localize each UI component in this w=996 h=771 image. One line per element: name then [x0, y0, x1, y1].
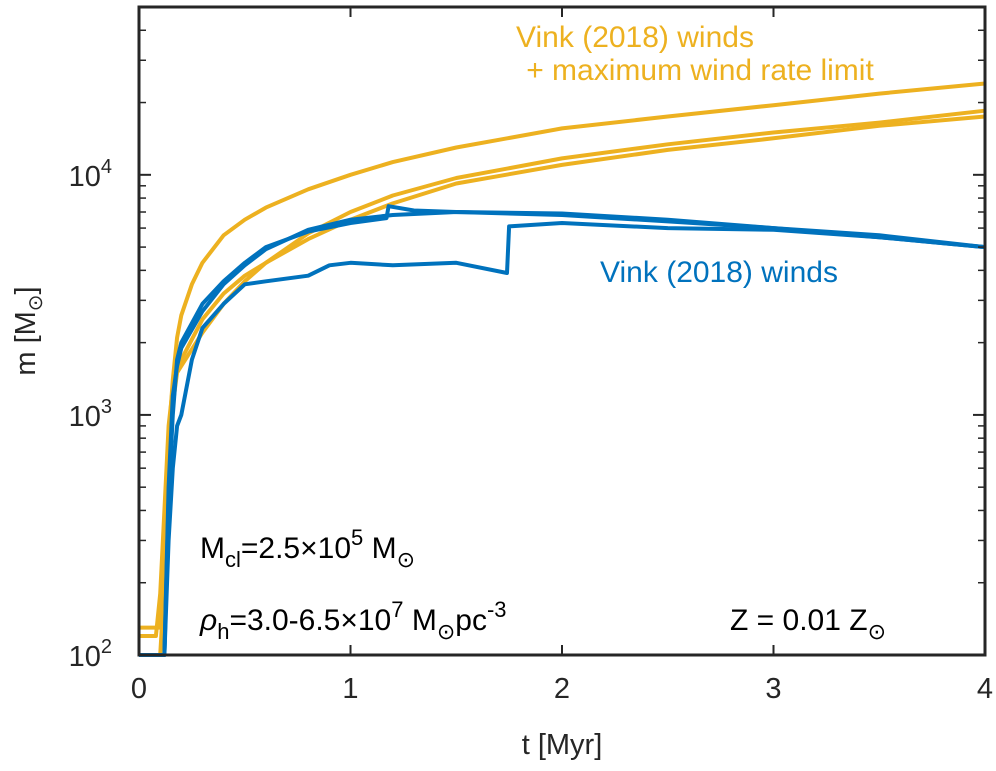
series-line-2 — [139, 114, 986, 657]
series-layer — [139, 81, 986, 657]
series-line-3 — [139, 108, 986, 638]
blue-series-label: Vink (2018) winds — [600, 256, 838, 289]
cluster-mass-annotation: Mcl=2.5×105 M⊙ — [200, 525, 415, 572]
y-axis-label: m [M⊙] — [10, 286, 47, 375]
tick-layer: 0 1 2 3 4 102 103 104 — [69, 6, 993, 705]
yellow-series-label-line1: Vink (2018) winds — [516, 21, 754, 54]
series-line-5 — [139, 210, 986, 657]
x-tick-label: 0 — [131, 673, 147, 705]
y-tick-label: 102 — [69, 636, 112, 673]
y-tick-label: 104 — [69, 156, 112, 193]
x-axis-label: t [Myr] — [522, 729, 603, 761]
x-tick-label: 2 — [554, 673, 570, 705]
series-line-4 — [139, 204, 986, 657]
y-tick-label: 103 — [69, 396, 112, 433]
x-tick-label: 4 — [977, 673, 993, 705]
yellow-series-label-line2: + maximum wind rate limit — [526, 54, 874, 87]
density-annotation: ρh=3.0-6.5×107 M⊙pc-3 — [199, 597, 507, 644]
x-tick-label: 3 — [765, 673, 781, 705]
metallicity-annotation: Z = 0.01 Z⊙ — [730, 604, 886, 644]
axes-box — [137, 5, 987, 657]
x-tick-label: 1 — [342, 673, 358, 705]
series-line-6 — [139, 221, 986, 657]
